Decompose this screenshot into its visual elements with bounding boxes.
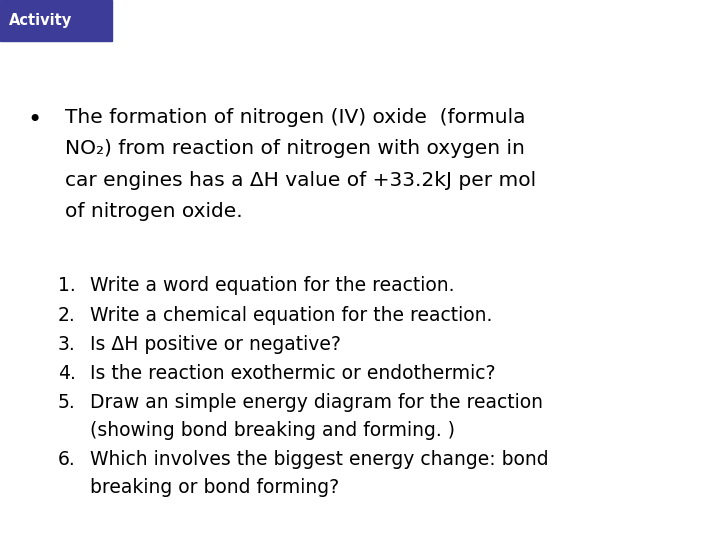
Text: breaking or bond forming?: breaking or bond forming? [90,478,339,497]
Text: 6.: 6. [58,450,76,469]
Text: car engines has a ΔH value of +33.2kJ per mol: car engines has a ΔH value of +33.2kJ pe… [65,171,536,190]
Text: Which involves the biggest energy change: bond: Which involves the biggest energy change… [90,450,549,469]
Text: (showing bond breaking and forming. ): (showing bond breaking and forming. ) [90,421,455,440]
Text: 4.: 4. [58,364,76,383]
Text: 2.: 2. [58,306,76,325]
Text: •: • [27,108,42,132]
Text: 3.: 3. [58,335,76,354]
Text: Is the reaction exothermic or endothermic?: Is the reaction exothermic or endothermi… [90,364,495,383]
Text: 1.: 1. [58,276,76,295]
Text: Draw an simple energy diagram for the reaction: Draw an simple energy diagram for the re… [90,393,543,412]
Text: Write a word equation for the reaction.: Write a word equation for the reaction. [90,276,454,295]
Text: 5.: 5. [58,393,76,412]
Text: Activity: Activity [9,13,72,28]
Text: The formation of nitrogen (IV) oxide  (formula: The formation of nitrogen (IV) oxide (fo… [65,108,526,127]
Text: Is ΔH positive or negative?: Is ΔH positive or negative? [90,335,341,354]
Text: NO₂) from reaction of nitrogen with oxygen in: NO₂) from reaction of nitrogen with oxyg… [65,139,525,158]
Text: of nitrogen oxide.: of nitrogen oxide. [65,202,243,221]
Text: Write a chemical equation for the reaction.: Write a chemical equation for the reacti… [90,306,492,325]
